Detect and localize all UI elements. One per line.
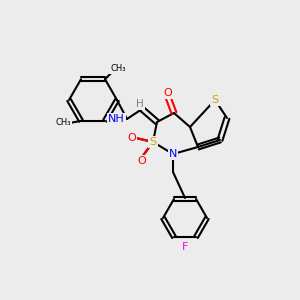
Text: S: S — [149, 137, 157, 147]
Text: S: S — [212, 95, 219, 105]
Text: NH: NH — [108, 114, 125, 124]
Text: O: O — [164, 88, 172, 98]
Text: F: F — [182, 242, 188, 252]
Text: N: N — [169, 149, 177, 159]
Text: H: H — [136, 99, 144, 109]
Text: CH₃: CH₃ — [110, 64, 126, 73]
Text: CH₃: CH₃ — [55, 118, 71, 127]
Text: O: O — [138, 156, 146, 166]
Text: O: O — [128, 133, 136, 143]
